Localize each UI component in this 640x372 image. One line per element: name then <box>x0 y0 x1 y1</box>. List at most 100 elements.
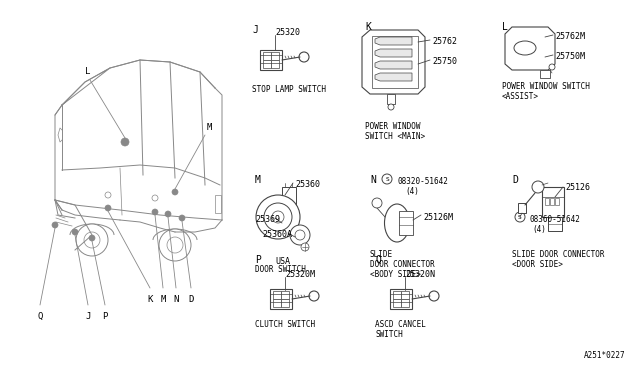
Polygon shape <box>375 37 412 45</box>
Text: M: M <box>207 123 212 132</box>
Bar <box>401 291 409 299</box>
Bar <box>387 94 395 104</box>
Circle shape <box>372 198 382 208</box>
Text: 25750M: 25750M <box>555 52 585 61</box>
Circle shape <box>121 138 129 146</box>
Circle shape <box>264 203 292 231</box>
Bar <box>393 299 401 307</box>
Text: J: J <box>252 25 258 35</box>
Circle shape <box>301 243 309 251</box>
Bar <box>270 289 292 309</box>
Bar <box>215 195 221 213</box>
Bar <box>401 299 409 307</box>
Text: SLIDE DOOR CONNECTOR: SLIDE DOOR CONNECTOR <box>512 250 605 259</box>
Text: 25369: 25369 <box>255 215 280 224</box>
Circle shape <box>159 229 191 261</box>
Text: N: N <box>370 175 376 185</box>
Text: N: N <box>173 295 179 304</box>
Text: 25762: 25762 <box>432 37 457 46</box>
Text: POWER WINDOW SWITCH: POWER WINDOW SWITCH <box>502 82 590 91</box>
Text: SWITCH <MAIN>: SWITCH <MAIN> <box>365 132 425 141</box>
Text: D: D <box>188 295 194 304</box>
Text: 25320: 25320 <box>275 28 300 37</box>
Text: (4): (4) <box>405 187 419 196</box>
Bar <box>390 289 412 309</box>
Text: SWITCH: SWITCH <box>375 330 403 339</box>
Circle shape <box>76 224 108 256</box>
Polygon shape <box>362 30 425 94</box>
Bar <box>372 36 418 88</box>
Text: DOOR SWITCH: DOOR SWITCH <box>255 265 306 274</box>
Polygon shape <box>505 27 555 70</box>
Text: P: P <box>255 255 261 265</box>
Text: D: D <box>512 175 518 185</box>
Text: 25762M: 25762M <box>555 32 585 41</box>
Circle shape <box>165 211 171 217</box>
Text: POWER WINDOW: POWER WINDOW <box>365 122 420 131</box>
Text: A251*0227: A251*0227 <box>584 351 625 360</box>
Circle shape <box>52 222 58 228</box>
Bar <box>550 198 554 205</box>
Text: S: S <box>518 215 522 219</box>
Text: 25320N: 25320N <box>405 270 435 279</box>
Text: 08320-51642: 08320-51642 <box>397 177 448 186</box>
Circle shape <box>388 104 394 110</box>
Text: 25126M: 25126M <box>423 213 453 222</box>
Text: M: M <box>160 295 166 304</box>
Text: 08360-51642: 08360-51642 <box>530 215 581 224</box>
Bar <box>399 211 413 235</box>
Circle shape <box>382 174 392 184</box>
Text: <ASSIST>: <ASSIST> <box>502 92 539 101</box>
Circle shape <box>105 205 111 211</box>
Circle shape <box>105 192 111 198</box>
Circle shape <box>290 225 310 245</box>
Text: 25750: 25750 <box>432 57 457 66</box>
Bar <box>263 60 271 68</box>
Circle shape <box>152 209 158 215</box>
Bar <box>542 187 564 217</box>
Circle shape <box>299 52 309 62</box>
Circle shape <box>172 189 178 195</box>
Text: 25320M: 25320M <box>285 270 315 279</box>
Circle shape <box>549 64 555 70</box>
Bar <box>281 299 289 307</box>
Text: L: L <box>502 22 508 32</box>
Text: S: S <box>385 176 389 182</box>
Ellipse shape <box>385 204 410 242</box>
Bar <box>540 70 550 78</box>
Bar <box>555 198 559 205</box>
Circle shape <box>167 237 183 253</box>
Circle shape <box>272 211 284 223</box>
Text: J: J <box>85 312 91 321</box>
Bar <box>281 291 289 299</box>
Text: STOP LAMP SWITCH: STOP LAMP SWITCH <box>252 85 326 94</box>
Bar <box>518 203 526 213</box>
Text: M: M <box>255 175 261 185</box>
Text: USA: USA <box>275 257 290 266</box>
Text: K: K <box>365 22 371 32</box>
Circle shape <box>84 232 100 248</box>
Bar <box>271 52 279 60</box>
Circle shape <box>532 181 544 193</box>
Circle shape <box>89 235 95 241</box>
Bar <box>260 50 282 70</box>
Text: P: P <box>102 312 108 321</box>
Circle shape <box>309 291 319 301</box>
Polygon shape <box>375 73 412 81</box>
Text: L: L <box>85 67 91 76</box>
Bar <box>393 291 401 299</box>
Text: SLIDE: SLIDE <box>370 250 393 259</box>
Circle shape <box>72 229 78 235</box>
Text: Q: Q <box>375 255 381 265</box>
Text: (4): (4) <box>532 225 546 234</box>
Text: <BODY SIDE>: <BODY SIDE> <box>370 270 421 279</box>
Bar <box>271 60 279 68</box>
Circle shape <box>295 230 305 240</box>
Text: Q: Q <box>37 312 43 321</box>
Text: ASCD CANCEL: ASCD CANCEL <box>375 320 426 329</box>
Bar <box>545 198 549 205</box>
Text: CLUTCH SWITCH: CLUTCH SWITCH <box>255 320 315 329</box>
Circle shape <box>152 195 158 201</box>
Circle shape <box>179 215 185 221</box>
Circle shape <box>256 195 300 239</box>
